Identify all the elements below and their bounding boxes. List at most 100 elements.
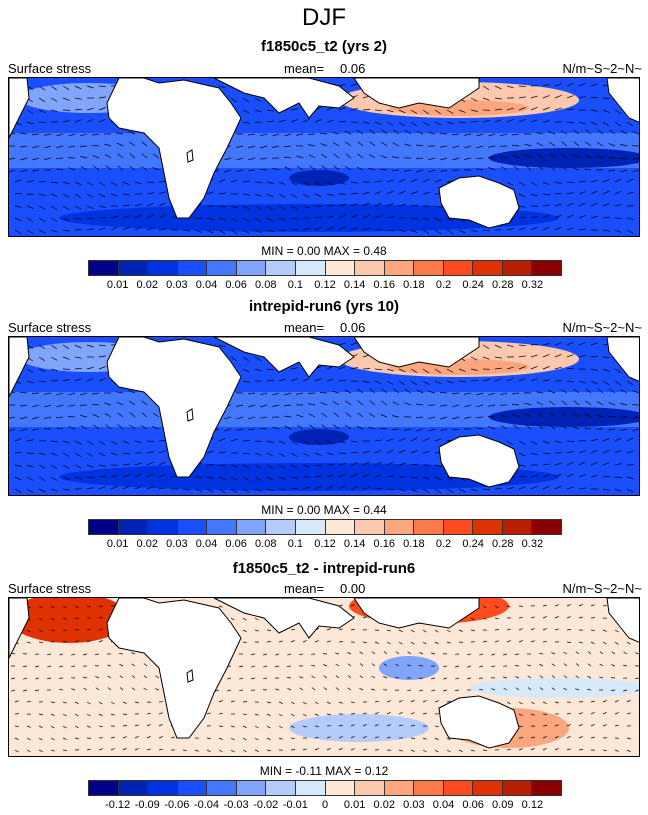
units-label: N/m~S~2~N~	[562, 61, 643, 76]
colorbar-tick-label: 0.12	[314, 279, 336, 291]
colorbar-swatch	[443, 520, 474, 534]
colorbar-swatch	[414, 520, 444, 534]
colorbar-tick-label: 0.2	[435, 538, 452, 550]
colorbar-tick-label: 0.03	[403, 799, 425, 811]
mean-value: 0.06	[340, 61, 366, 76]
panel-title: f1850c5_t2 (yrs 2)	[261, 38, 387, 55]
colorbar-swatch	[148, 781, 178, 795]
colorbar-tick-label: 0.02	[373, 799, 395, 811]
colorbar-tick-label: 0.04	[432, 799, 455, 811]
colorbar-swatch	[89, 261, 119, 275]
map-panel	[8, 77, 640, 237]
colorbar-swatch	[118, 781, 149, 795]
colorbar-tick-label: 0.16	[373, 279, 395, 291]
colorbar-tick-label: 0.28	[492, 279, 514, 291]
wind-stress-vectors	[9, 341, 639, 493]
colorbar-tick-label: 0.06	[462, 799, 484, 811]
colorbar	[88, 519, 562, 535]
colorbar-tick-label: 0.08	[255, 538, 277, 550]
colorbar-swatch	[414, 781, 444, 795]
left-label: Surface stress	[8, 320, 92, 335]
colorbar-tick-label: 0.18	[403, 538, 425, 550]
colorbar-tick-label: 0.18	[403, 279, 425, 291]
figure-title: DJF	[302, 4, 346, 31]
colorbar-tick-label: -0.04	[193, 799, 220, 811]
colorbar-tick-label: 0.02	[136, 279, 158, 291]
colorbar-tick-label: -0.12	[105, 799, 131, 811]
colorbar-swatch	[384, 781, 415, 795]
colorbar-swatch	[384, 261, 415, 275]
colorbar-swatch	[177, 781, 208, 795]
colorbar-swatch	[502, 520, 533, 534]
panel-title: intrepid-run6 (yrs 10)	[248, 298, 400, 315]
colorbar-tick-label: 0.28	[492, 538, 514, 550]
colorbar-tick-label: 0.09	[492, 799, 514, 811]
min-max-label: MIN = 0.00 MAX = 0.48	[261, 244, 387, 258]
colorbar-tick-label: 0.2	[435, 279, 452, 291]
colorbar-tick-label: 0	[321, 799, 329, 811]
colorbar-tick-label: 0.01	[343, 799, 366, 811]
units-label: N/m~S~2~N~	[562, 320, 643, 335]
colorbar-tick-label: 0.03	[166, 538, 188, 550]
colorbar-tick-label: -0.01	[282, 799, 308, 811]
colorbar-swatch	[236, 781, 267, 795]
colorbar-tick-label: 0.24	[462, 279, 484, 291]
colorbar-swatch	[355, 261, 385, 275]
colorbar-tick-label: 0.12	[521, 799, 544, 811]
mean-label: mean=	[284, 320, 325, 335]
colorbar-swatch	[118, 261, 149, 275]
colorbar-tick-label: 0.04	[195, 538, 218, 550]
colorbar-swatch	[148, 520, 178, 534]
colorbar-tick-label: -0.03	[223, 799, 249, 811]
colorbar-ticks: -0.12 -0.09 -0.06 -0.04 -0.03 -0.02 -0.01 0 0.01…	[88, 799, 562, 813]
colorbar-swatch	[532, 781, 561, 795]
min-max-label: MIN = 0.00 MAX = 0.44	[261, 503, 387, 517]
continents	[9, 598, 639, 749]
colorbar-ticks: 0.01 0.02 0.03 0.04 0.06 0.08 0.1 0.12 0.14 0.16 0…	[88, 279, 562, 293]
colorbar-swatch	[325, 781, 356, 795]
colorbar-tick-label: 0.01	[106, 279, 129, 291]
colorbar-swatch	[384, 520, 415, 534]
colorbar-swatch	[148, 261, 178, 275]
colorbar-swatch	[502, 781, 533, 795]
colorbar-swatch	[295, 781, 326, 795]
colorbar-swatch	[532, 520, 561, 534]
colorbar	[88, 260, 562, 276]
colorbar-swatch	[473, 261, 503, 275]
colorbar-swatch	[325, 520, 356, 534]
colorbar-tick-label: 0.14	[343, 279, 366, 291]
colorbar-swatch	[177, 261, 208, 275]
colorbar-swatch	[266, 781, 296, 795]
mean-value: 0.06	[340, 320, 366, 335]
map-panel	[8, 597, 640, 757]
colorbar-tick-label: -0.06	[164, 799, 190, 811]
colorbar-swatch	[266, 520, 296, 534]
colorbar-swatch	[207, 781, 237, 795]
colorbar-swatch	[532, 261, 561, 275]
stress-field	[9, 337, 639, 495]
colorbar-swatch	[236, 261, 267, 275]
colorbar-swatch	[355, 520, 385, 534]
colorbar-swatch	[473, 520, 503, 534]
colorbar-tick-label: 0.12	[314, 538, 336, 550]
colorbar-swatch	[295, 261, 326, 275]
colorbar-swatch	[177, 520, 208, 534]
colorbar-swatch	[414, 261, 444, 275]
colorbar-swatch	[89, 520, 119, 534]
colorbar-swatch	[295, 520, 326, 534]
colorbar-swatch	[118, 520, 149, 534]
left-label: Surface stress	[8, 581, 92, 596]
mean-value: 0.00	[340, 581, 366, 596]
colorbar-tick-label: 0.1	[287, 538, 304, 550]
colorbar-ticks: 0.01 0.02 0.03 0.04 0.06 0.08 0.1 0.12 0.14 0.16 0…	[88, 538, 562, 552]
colorbar-tick-label: 0.03	[166, 279, 188, 291]
colorbar-swatch	[443, 261, 474, 275]
colorbar-swatch	[89, 781, 119, 795]
colorbar-tick-label: 0.06	[225, 279, 247, 291]
continents	[9, 337, 639, 488]
colorbar-swatch	[473, 781, 503, 795]
min-max-label: MIN = -0.11 MAX = 0.12	[259, 764, 389, 778]
colorbar-swatch	[325, 261, 356, 275]
colorbar-swatch	[266, 261, 296, 275]
colorbar-swatch	[236, 520, 267, 534]
